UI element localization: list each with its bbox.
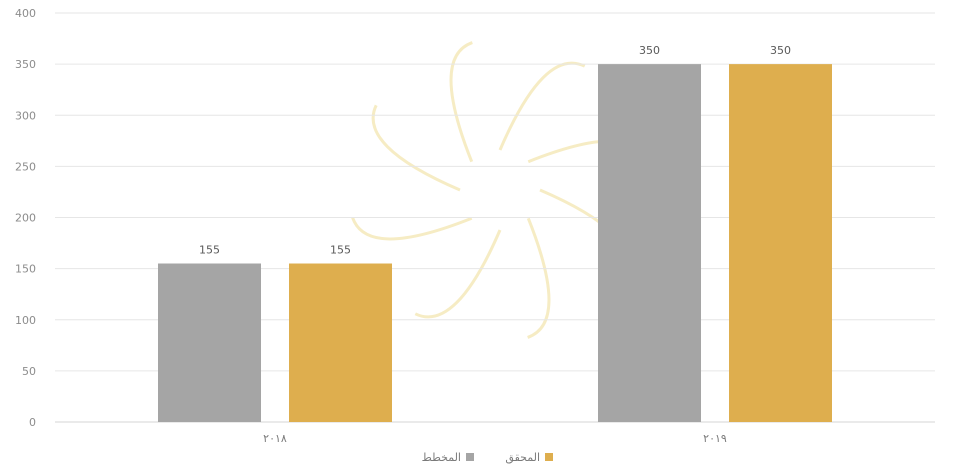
data-label: 155	[330, 244, 351, 257]
watermark-emblem	[351, 41, 649, 339]
x-category-label: ٢٠١٩	[703, 432, 727, 445]
legend-swatch	[466, 453, 474, 461]
x-axis: ٢٠١٨ ٢٠١٩	[263, 432, 727, 445]
data-label: 350	[639, 44, 660, 57]
data-label: 350	[770, 44, 791, 57]
bar-planned-1	[598, 64, 701, 422]
data-label: 155	[199, 244, 220, 257]
y-tick-label: 0	[29, 416, 36, 429]
y-axis: 0 50 100 150 200 250 300 350 400	[15, 7, 36, 429]
y-tick-label: 400	[15, 7, 36, 20]
legend-swatch	[545, 453, 553, 461]
legend: المحقق المخطط	[422, 451, 553, 465]
y-tick-label: 250	[15, 160, 36, 173]
y-tick-label: 50	[22, 365, 36, 378]
watermark-stroke	[449, 41, 474, 163]
watermark-stroke	[414, 229, 502, 319]
y-tick-label: 300	[15, 109, 36, 122]
y-tick-label: 100	[15, 314, 36, 327]
bar-planned-0	[158, 263, 261, 422]
legend-label: المخطط	[422, 451, 461, 464]
y-tick-label: 350	[15, 58, 36, 71]
legend-label: المحقق	[505, 451, 540, 465]
bar-achieved-0	[289, 263, 392, 422]
watermark-stroke	[498, 61, 586, 151]
bars: 155 155 350 350	[158, 44, 832, 422]
y-tick-label: 200	[15, 212, 36, 225]
watermark-stroke	[371, 104, 461, 192]
x-category-label: ٢٠١٨	[263, 432, 287, 445]
y-tick-label: 150	[15, 263, 36, 276]
watermark-stroke	[351, 216, 473, 241]
watermark-stroke	[526, 217, 551, 339]
bar-achieved-1	[729, 64, 832, 422]
